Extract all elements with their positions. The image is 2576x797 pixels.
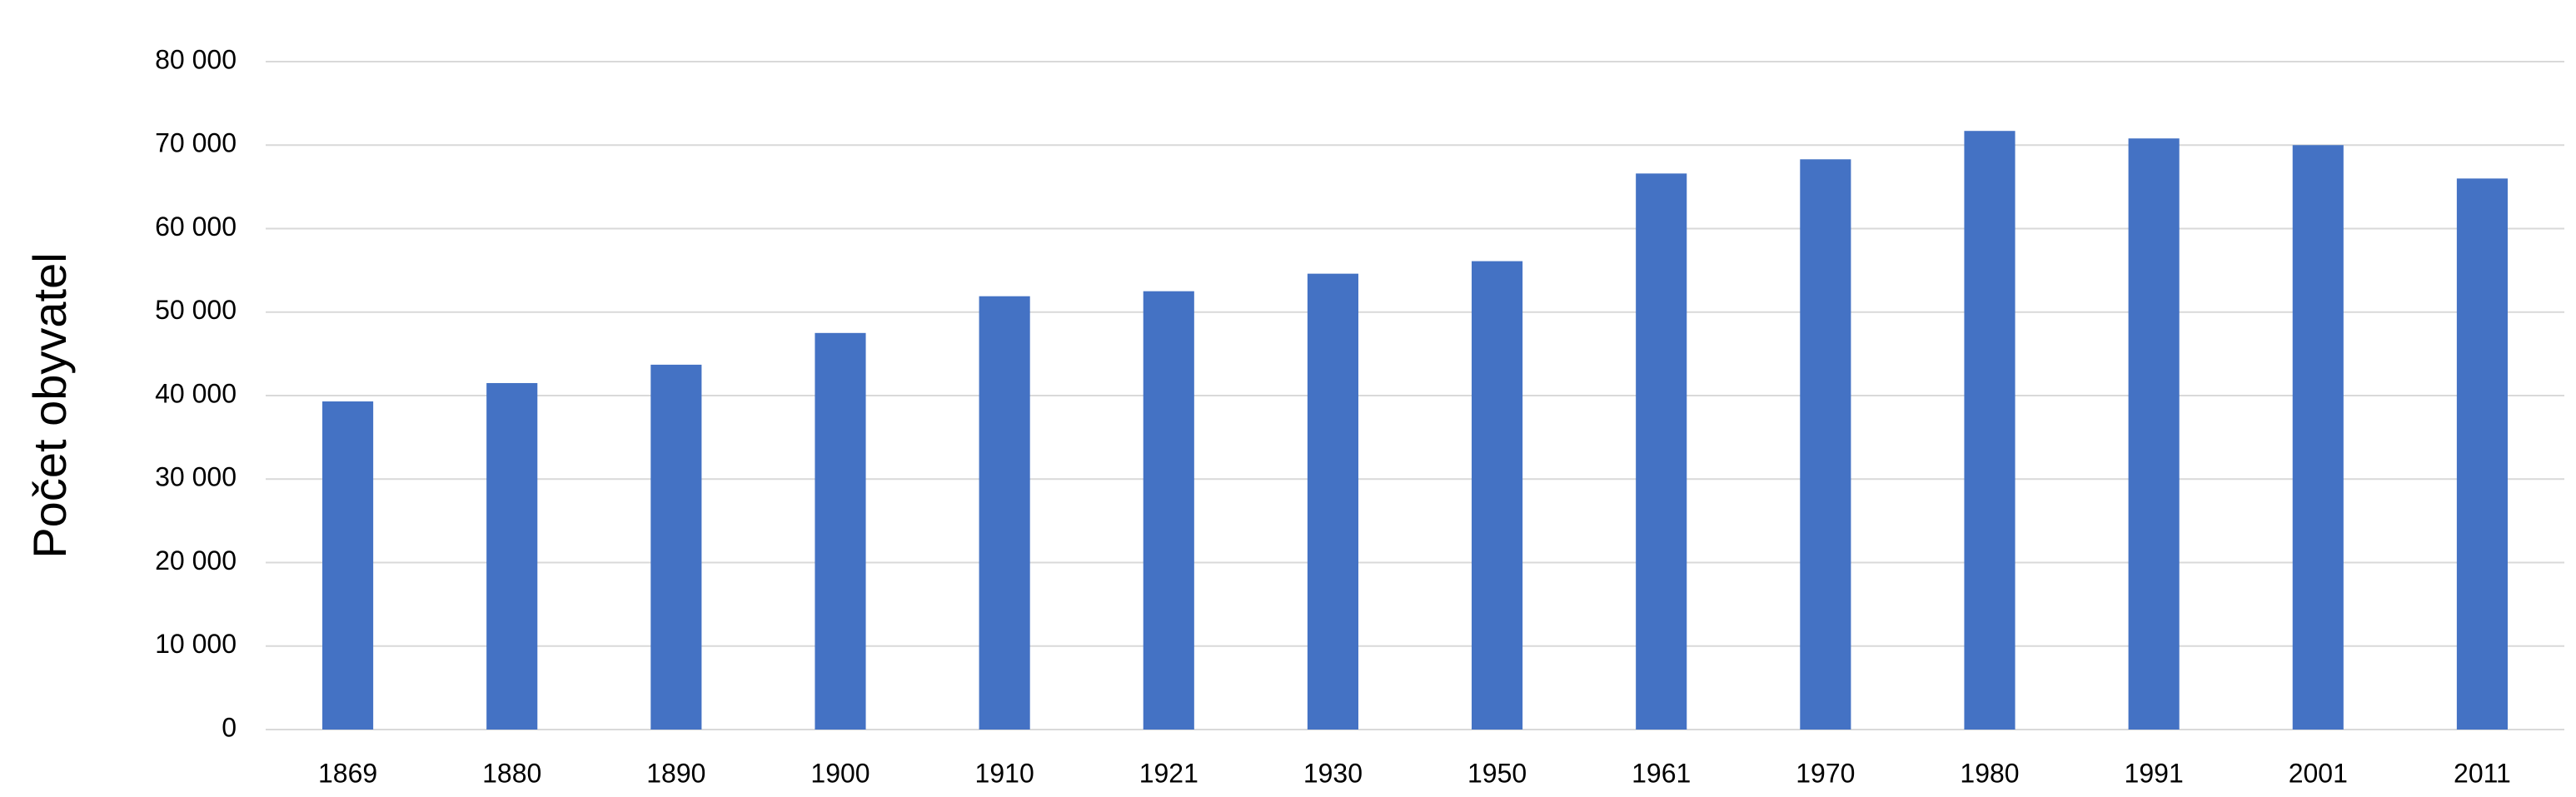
bar (650, 364, 702, 730)
bar (1307, 273, 1358, 730)
y-tick-label: 60 000 (155, 212, 237, 242)
y-tick-label: 0 (222, 712, 237, 742)
y-tick-label: 70 000 (155, 128, 237, 158)
bar (1472, 261, 1523, 730)
x-tick-label: 1950 (1467, 758, 1527, 788)
bar (815, 332, 866, 730)
x-tick-label: 1930 (1303, 758, 1363, 788)
y-tick-label: 20 000 (155, 545, 237, 575)
y-tick-label: 40 000 (155, 378, 237, 408)
bar (2292, 145, 2344, 730)
bar (1964, 131, 2015, 730)
bar (322, 401, 374, 730)
x-tick-label: 1961 (1632, 758, 1691, 788)
x-tick-label: 1910 (975, 758, 1034, 788)
y-tick-label: 10 000 (155, 629, 237, 659)
x-tick-label: 1869 (318, 758, 377, 788)
bar (1800, 159, 1851, 730)
y-axis-title: Počet obyvatel (23, 252, 76, 558)
y-tick-label: 80 000 (155, 44, 237, 74)
y-tick-label: 30 000 (155, 462, 237, 492)
x-tick-label: 2001 (2289, 758, 2348, 788)
bar (2456, 178, 2508, 730)
x-tick-label: 1900 (810, 758, 869, 788)
bar (486, 382, 538, 730)
bar (1143, 291, 1194, 730)
bar (1636, 173, 1687, 730)
bar (979, 296, 1030, 730)
x-tick-label: 1991 (2125, 758, 2184, 788)
x-tick-label: 1921 (1139, 758, 1198, 788)
bar (2128, 138, 2180, 730)
x-tick-label: 1970 (1796, 758, 1855, 788)
y-tick-label: 50 000 (155, 295, 237, 325)
x-tick-label: 1980 (1960, 758, 2019, 788)
x-tick-label: 2011 (2454, 758, 2511, 788)
x-tick-label: 1880 (482, 758, 541, 788)
x-tick-label: 1890 (646, 758, 705, 788)
